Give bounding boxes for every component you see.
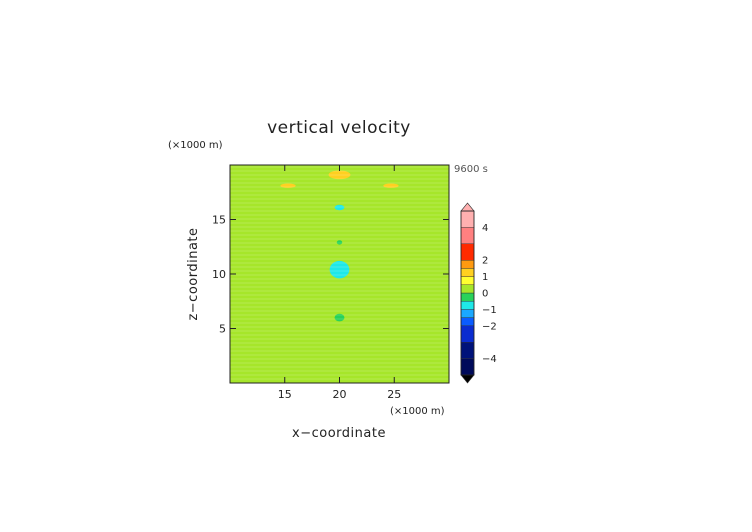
x-axis-label: x−coordinate [292,426,386,441]
colorbar-level [460,358,475,376]
y-tick-label: 5 [219,323,226,336]
colorbar-level [460,227,475,244]
y-tick-label: 15 [212,214,226,227]
downdraft-zone [273,330,406,349]
downdraft-zone [312,364,367,380]
colorbar-level [460,292,475,302]
time-label: 9600 s [454,164,488,175]
downdraft-zone [240,309,329,337]
colorbar-level [460,317,475,327]
scanlines [230,166,449,380]
velocity-feature [280,183,296,188]
velocity-feature [328,170,351,180]
x-axis-ticks: 15 20 25 [278,165,401,401]
colorbar-tick-label: 2 [482,256,488,267]
colorbar-level [460,260,475,269]
downdraft-zone [321,281,358,321]
colorbar-level [460,309,475,318]
plot-area [230,165,449,383]
y-tick-label: 10 [212,268,226,281]
colorbar-level [460,243,475,261]
colorbar-overflow-high [460,202,475,212]
colorbar-tick-label: 1 [482,272,488,283]
downdraft-zone [246,350,313,366]
x-tick-label: 20 [333,388,347,401]
downdraft-zone [230,246,258,324]
velocity-feature [383,183,399,188]
x-tick-label: 25 [387,388,401,401]
colorbar-tick-label: 4 [482,223,488,234]
y-axis-label: z−coordinate [186,227,201,320]
x-unit-label: (×1000 m) [390,406,445,417]
colorbar-tick-label: −4 [482,354,497,365]
downdraft-zone [326,248,353,267]
colorbar: 4 2 1 0 −1 −2 −4 [460,202,497,384]
colorbar-frame [460,210,475,376]
y-unit-label: (×1000 m) [168,140,223,151]
downdraft-zone [399,167,444,179]
downdraft-zone [350,309,439,337]
colorbar-level [460,301,475,310]
velocity-feature [334,313,345,322]
colorbar-tick-label: −1 [482,305,497,316]
colorbar-overflow-low [460,374,475,384]
y-axis-ticks: 5 10 15 [212,214,449,336]
x-tick-label: 15 [278,388,292,401]
velocity-features [280,170,399,322]
colorbar-level [460,342,475,359]
chart-title: vertical velocity [267,118,411,138]
colorbar-level [460,210,475,228]
colorbar-level [460,276,475,286]
colorbar-tick-label: 0 [482,289,488,300]
downdraft-zone [366,350,433,366]
colorbar-level [460,325,475,343]
downdraft-zone [235,167,280,179]
colorbar-tick-label: −2 [482,321,497,332]
velocity-feature [334,204,345,211]
velocity-feature [329,260,350,279]
colorbar-level [460,284,475,294]
downdraft-zone [421,246,449,324]
colorbar-level [460,268,475,277]
downdraft-regions [230,167,449,380]
velocity-feature [336,240,343,245]
